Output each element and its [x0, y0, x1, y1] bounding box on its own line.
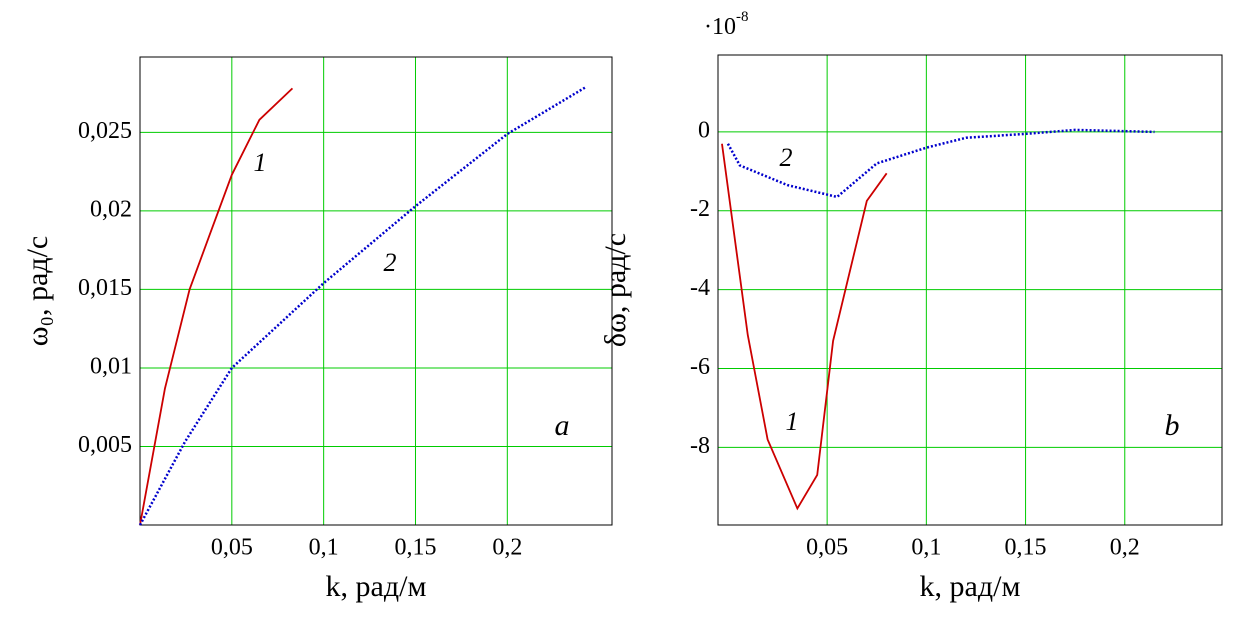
panel-label: b [1165, 409, 1180, 442]
y-tick-label: 0,025 [78, 118, 132, 144]
x-tick-label: 0,15 [1005, 535, 1047, 561]
x-tick-label: 0,05 [211, 535, 253, 561]
multiplier-exponent: -8 [736, 9, 749, 25]
x-tick-label: 0,15 [394, 535, 436, 561]
y-tick-label: -2 [690, 196, 710, 222]
panel-label: a [555, 409, 570, 442]
x-tick-label: 0,2 [1110, 535, 1140, 561]
y-tick-label: -6 [690, 354, 710, 380]
x-tick-label: 0,1 [911, 535, 941, 561]
line-series [139, 87, 294, 526]
series-label: 2 [384, 248, 397, 277]
line-series [726, 128, 1155, 199]
x-tick-label: 0,05 [806, 535, 848, 561]
y-axis-label: ω₀, рад/с [21, 236, 54, 346]
y-tick-label: 0 [698, 117, 710, 143]
series-label: 1 [786, 407, 799, 436]
y-tick-label: -8 [690, 433, 710, 459]
series-label: 1 [254, 148, 267, 177]
y-axis-label: δω, рад/с [599, 233, 632, 347]
y-tick-label: 0,015 [78, 275, 132, 301]
x-axis-label: k, рад/м [326, 570, 427, 603]
axis-multiplier: ·10-8 [704, 9, 749, 39]
y-tick-label: 0,02 [90, 196, 132, 222]
line-series [138, 85, 587, 526]
multiplier-base: ·10 [704, 14, 736, 40]
x-tick-label: 0,1 [309, 535, 339, 561]
y-tick-label: 0,01 [90, 353, 132, 379]
plot-frame [717, 54, 1223, 526]
x-axis-label: k, рад/м [920, 570, 1021, 603]
y-tick-label: 0,005 [78, 432, 132, 458]
x-tick-label: 0,2 [492, 535, 522, 561]
line-series [721, 143, 888, 511]
y-tick-label: -4 [690, 275, 710, 301]
plot-frame [139, 56, 613, 526]
series-label: 2 [780, 143, 793, 172]
